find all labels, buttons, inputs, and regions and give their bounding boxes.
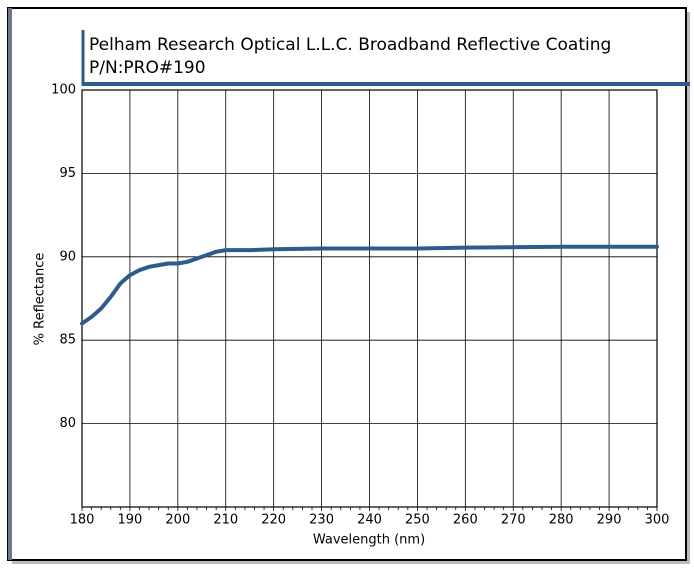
x-tick-label: 250 (405, 513, 430, 528)
y-tick-label: 80 (59, 416, 76, 431)
x-tick-label: 270 (501, 513, 526, 528)
x-tick-label: 290 (597, 513, 622, 528)
x-tick-label: 200 (165, 513, 190, 528)
y-tick-label: 90 (59, 249, 76, 264)
x-axis-label: Wavelength (nm) (313, 533, 425, 548)
data-line (80, 244, 659, 326)
y-tick-label: 85 (59, 333, 76, 348)
x-tick-label: 300 (645, 513, 670, 528)
y-tick-label: 100 (51, 83, 76, 98)
chart-title: Pelham Research Optical L.L.C. Broadband… (89, 35, 611, 55)
y-tick-label: 95 (59, 166, 76, 181)
x-tick-label: 220 (261, 513, 286, 528)
x-tick-label: 190 (118, 513, 143, 528)
chart-subtitle: P/N:PRO#190 (89, 58, 206, 78)
x-tick-label: 260 (453, 513, 478, 528)
x-tick-label: 280 (549, 513, 574, 528)
frame-edge (8, 8, 12, 560)
y-axis-label: % Reflectance (33, 253, 48, 346)
x-tick-label: 230 (309, 513, 334, 528)
x-tick-label: 210 (213, 513, 238, 528)
frame (7, 7, 687, 561)
x-tick-label: 240 (357, 513, 382, 528)
x-tick-label: 180 (70, 513, 95, 528)
